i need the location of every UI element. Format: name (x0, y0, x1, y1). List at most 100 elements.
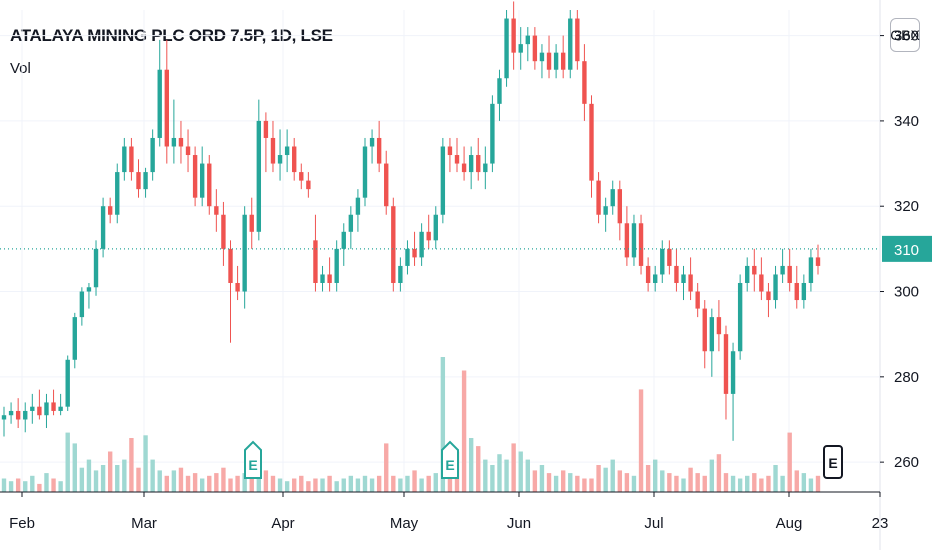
y-tick-label: 300 (894, 284, 919, 301)
candle-body (752, 265, 757, 275)
candle-body (292, 146, 297, 173)
volume-bar (334, 481, 339, 492)
volume-bar (299, 475, 304, 492)
candle-body (107, 206, 113, 215)
volume-bar (468, 438, 474, 492)
candle-body (192, 155, 198, 198)
volume-bar (589, 478, 594, 492)
candle-body (65, 359, 70, 407)
candle-body (660, 248, 665, 275)
candle-body (808, 257, 814, 283)
candle-body (157, 69, 162, 138)
volume-bar (546, 473, 552, 492)
candle-body (391, 206, 396, 283)
candle-body (440, 146, 446, 215)
last-price-label: 310 (894, 242, 919, 259)
volume-bar (214, 473, 219, 492)
volume-bar (270, 475, 276, 492)
candle-body (745, 265, 750, 283)
candle-body (15, 410, 21, 420)
candle-body (553, 52, 559, 70)
price-axis: 260 280 300 320 340 360 (879, 0, 919, 550)
candle-body (327, 274, 332, 283)
volume-bar (30, 475, 35, 492)
volume-bar (511, 443, 516, 492)
volume-bar (405, 475, 410, 492)
x-tick-label: Feb (9, 515, 35, 532)
volume-bar (122, 459, 127, 492)
volume-bar (780, 475, 785, 492)
volume-bar (44, 473, 49, 492)
candle-body (362, 146, 368, 198)
y-tick-label: 280 (894, 369, 919, 386)
volume-bar (688, 467, 693, 492)
volume-bar (568, 473, 573, 492)
volume-bar (199, 478, 205, 492)
volume-bar (504, 459, 509, 492)
x-tick-label: 23 (872, 515, 889, 532)
volume-bar (808, 478, 814, 492)
x-tick-label: May (390, 515, 419, 532)
volume-bar (129, 438, 134, 492)
volume-bar (306, 481, 311, 492)
candle-body (787, 265, 792, 283)
volume-bar (709, 459, 715, 492)
candle-body (122, 146, 127, 173)
x-tick-label: Apr (271, 515, 294, 532)
candle-body (674, 265, 679, 283)
volume-bar (773, 465, 778, 492)
candle-body (299, 172, 304, 181)
volume-bar (787, 432, 792, 492)
candle-body (568, 18, 573, 70)
volume-bar (518, 451, 523, 492)
candle-body (51, 402, 56, 411)
volume-bar (497, 454, 502, 492)
volume-bar (143, 435, 148, 492)
volume-bar (192, 473, 198, 492)
volume-bar (426, 475, 431, 492)
currency-badge[interactable]: GBX (890, 18, 920, 52)
volume-bar (674, 475, 679, 492)
volume-bar (596, 465, 601, 492)
volume-bar (660, 470, 665, 492)
volume-bar (539, 465, 545, 492)
candle-body (129, 146, 134, 173)
earnings-marker-label: E (248, 457, 257, 473)
volume-bar (164, 475, 169, 492)
candle-body (447, 146, 453, 156)
candle-body (355, 197, 361, 215)
x-tick-label: Mar (131, 515, 157, 532)
candle-body (207, 163, 212, 207)
candle-body (638, 223, 644, 266)
volume-bar (681, 478, 686, 492)
volume-bar (433, 473, 438, 492)
candle-body (171, 137, 177, 147)
volume-bar (801, 473, 807, 492)
volume-bar (86, 459, 92, 492)
candle-body (313, 240, 318, 283)
volume-bar (582, 478, 587, 492)
candle-body (398, 265, 403, 283)
last-price-line: 310 (0, 235, 932, 262)
volume-bar (737, 478, 743, 492)
volume-bar (730, 475, 736, 492)
candle-body (454, 155, 460, 164)
earnings-marker-label: E (828, 455, 837, 471)
candle-body (221, 214, 226, 249)
volume-indicator-label[interactable]: Vol (10, 60, 31, 77)
volume-bar (100, 465, 106, 492)
candle-body (100, 206, 106, 249)
candle-body (631, 223, 637, 258)
volume-bar (171, 470, 177, 492)
volume-bar (1, 478, 7, 492)
volume-bar (667, 473, 672, 492)
candle-body (723, 334, 729, 394)
volume-bar (412, 470, 417, 492)
volume-bar (355, 478, 361, 492)
candle-body (341, 231, 346, 249)
volume-bar (391, 475, 396, 492)
candle-body (801, 282, 807, 301)
candle-body (780, 265, 785, 275)
candle-body (730, 351, 736, 394)
